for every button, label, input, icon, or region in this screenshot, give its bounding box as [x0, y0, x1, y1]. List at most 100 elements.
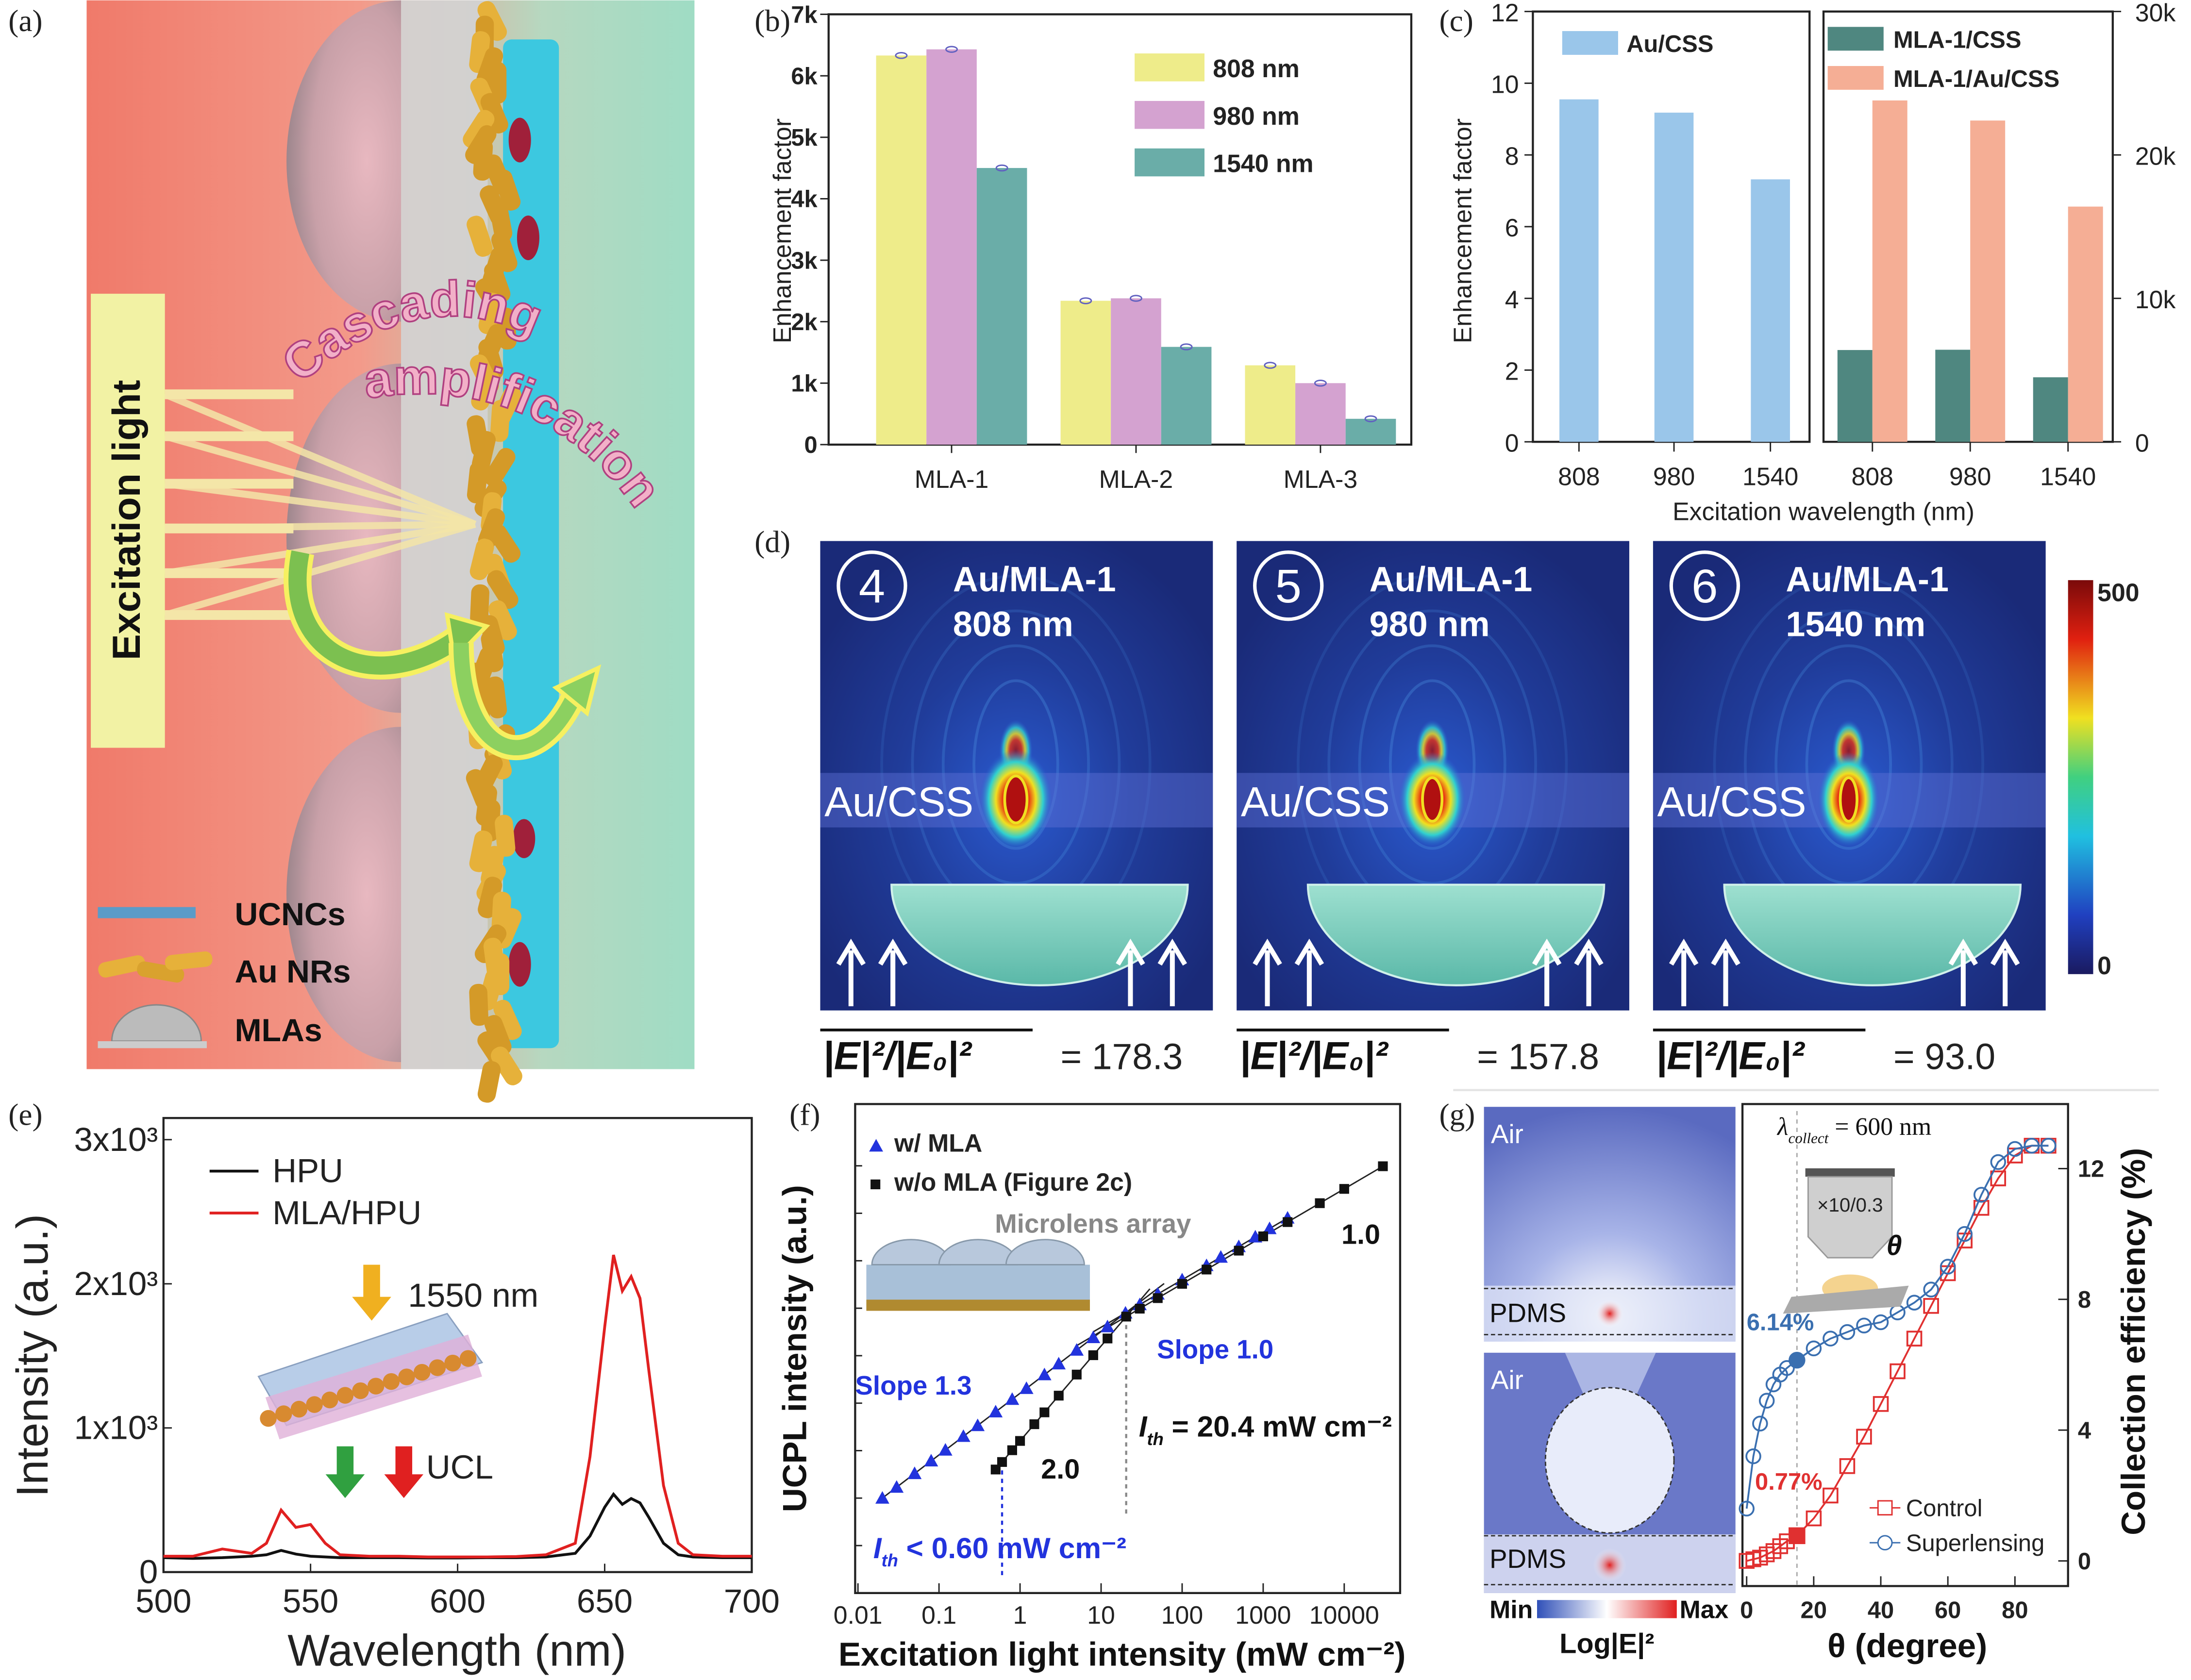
legend-marker-square: [870, 1179, 881, 1190]
data-point-circle: [1739, 1500, 1755, 1517]
panel-a-illustration: Excitation light Cascading amplification…: [86, 0, 695, 1103]
data-point-triangle: [1214, 1250, 1228, 1263]
x-tick-label: 80: [2002, 1597, 2028, 1624]
y-tick-label: 6: [1505, 214, 1519, 242]
x-tick-label: 10: [1087, 1601, 1115, 1629]
x-tick-label: 0.1: [921, 1601, 956, 1629]
slope-label: Slope 1.0: [1157, 1334, 1273, 1364]
y-tick-label-right: 0: [2135, 429, 2149, 457]
data-point-triangle: [1086, 1331, 1101, 1344]
plot-frame: [854, 1103, 1402, 1595]
au-nanorod-chain: [463, 1, 522, 1103]
y-axis-label: UCPL intensity (a.u.): [776, 1185, 814, 1512]
y-tick-label: 3x10³: [74, 1120, 158, 1158]
bar-au-css-808: [1559, 99, 1599, 442]
map-number: 6: [1691, 559, 1718, 613]
y-tick-label: 7k: [791, 2, 818, 28]
data-point-square: [1990, 1170, 2007, 1186]
threshold-value: < 0.60 mW cm⁻²: [898, 1531, 1126, 1564]
microsphere: [1544, 1387, 1675, 1534]
bar-au-css-980: [1654, 113, 1694, 442]
au-nanorod: [480, 93, 508, 134]
colorbar-title: Log|E|²: [1559, 1629, 1654, 1660]
charts: 0 1k 2k 3k 4k 5k 6k 7k MLA-1 MLA-2 MLA-3 808 nm 980 …: [7, 0, 2176, 1676]
field-ripple: [941, 644, 1090, 885]
excitation-ray: [164, 521, 476, 619]
data-point-circle: [2024, 1138, 2040, 1154]
map-number: 5: [1275, 559, 1301, 613]
error-bar: [1314, 380, 1327, 387]
arrow-up-icon: [836, 938, 866, 1007]
data-point-circle: [1823, 1331, 1839, 1347]
legend-label: 1540 nm: [1213, 150, 1313, 178]
nanoparticle: [398, 1368, 415, 1385]
au-nanorod: [494, 169, 521, 211]
data-point-triangle: [1019, 1381, 1034, 1394]
bar-980nm-MLA-3: [1295, 383, 1346, 445]
data-point-square: [1315, 1198, 1325, 1208]
y-tick-label: 8: [2078, 1287, 2091, 1313]
arrow-up-icon: [1253, 938, 1282, 1007]
x-tick-label: 100: [1161, 1601, 1203, 1629]
arrow-up-icon: [1294, 938, 1324, 1007]
data-point-triangle: [1005, 1392, 1020, 1405]
legend-label: Control: [1906, 1496, 1983, 1522]
data-point-square: [1890, 1363, 1906, 1380]
data-point-triangle: [875, 1491, 889, 1504]
layer-label: Au/CSS: [1241, 779, 1390, 826]
y-tick-label: 1k: [791, 371, 818, 397]
x-tick-label: 0.01: [834, 1601, 883, 1629]
arrow-up-icon: [1990, 938, 2020, 1007]
cascade-arrow: [453, 643, 580, 755]
nanoparticle: [429, 1359, 446, 1376]
y-tick-label: 2k: [791, 309, 818, 335]
subscript: collect: [1788, 1130, 1829, 1147]
nanoparticle: [336, 1387, 354, 1404]
excitation-ray: [163, 391, 477, 528]
data-point-circle: [2007, 1141, 2023, 1157]
data-point-triangle: [970, 1418, 985, 1431]
field-map-4: 4 Au/MLA-1 808 nm Au/CSS |E|²/|E₀|² = 178.3: [820, 541, 1213, 1078]
nanorod: [98, 955, 146, 978]
map-wavelength: 808 nm: [953, 605, 1073, 644]
arrow-down-icon: [352, 1264, 391, 1321]
data-point-square: [1856, 1429, 1872, 1445]
data-point-triangle: [907, 1466, 922, 1480]
arrow-up-icon: [1157, 938, 1187, 1007]
legend-label: Au/CSS: [1626, 31, 1713, 57]
microlens-dome: [938, 1239, 1018, 1265]
legend-swatch: [1135, 100, 1204, 129]
nanoparticle: [444, 1354, 461, 1372]
colorbar-min: 0: [2097, 951, 2111, 980]
formula-value: = 178.3: [1061, 1036, 1183, 1077]
legend-label: Superlensing: [1906, 1530, 2045, 1556]
pdms-label: PDMS: [1489, 1297, 1566, 1328]
x-tick-label: 980: [1653, 462, 1695, 490]
microlens-dome: [286, 727, 401, 1063]
legend-au-nrs: Au NRs: [235, 954, 351, 990]
map-number: 4: [859, 559, 885, 613]
panel-label-f: (f): [789, 1098, 820, 1132]
data-point-circle: [1957, 1226, 1973, 1242]
excitation-light-box: [91, 294, 165, 748]
colorbar-min-label: Min: [1489, 1596, 1533, 1624]
data-point-triangle: [889, 1480, 904, 1493]
x-axis-label: Excitation wavelength (nm): [1673, 497, 1974, 525]
data-point-triangle: [924, 1454, 938, 1466]
bar-MLA-1-Au-CSS-808: [1872, 100, 1907, 442]
x-axis-label: θ (degree): [1827, 1627, 1987, 1664]
x-tick-label: 808: [1852, 462, 1893, 490]
formula-ratio: |E|²/|E₀|²: [1239, 1034, 1389, 1078]
legend-ucncs: UCNCs: [235, 897, 346, 932]
bar-808nm-MLA-3: [1245, 365, 1296, 445]
y-tick-label: 8: [1505, 142, 1519, 170]
data-point-triangle: [1037, 1367, 1052, 1381]
y-tick-label: 0: [1505, 429, 1519, 457]
microlens-array-label: Microlens array: [995, 1208, 1191, 1238]
nanoparticle: [275, 1405, 292, 1422]
legend-label: w/o MLA (Figure 2c): [894, 1168, 1132, 1196]
au-nanorod: [493, 999, 522, 1040]
microlens-substrate: [866, 1264, 1090, 1300]
data-point-square: [1088, 1350, 1098, 1360]
